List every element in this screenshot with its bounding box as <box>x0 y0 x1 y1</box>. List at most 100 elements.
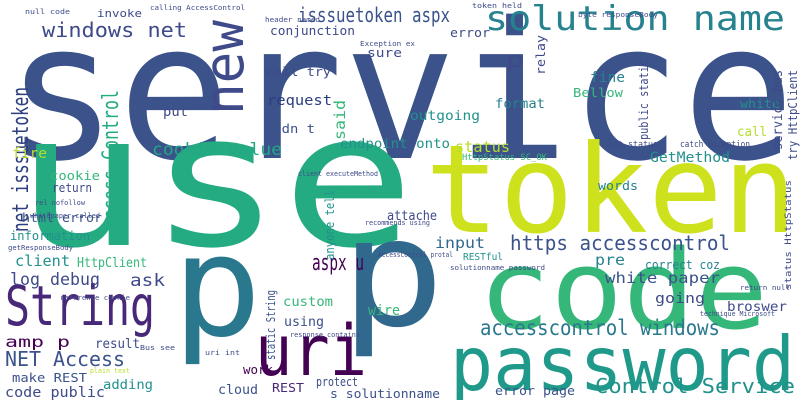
word: cookie value <box>152 140 282 160</box>
word: service <box>5 0 795 203</box>
word: REST <box>272 381 304 395</box>
word: service bus <box>771 70 786 150</box>
word: byte responseBody <box>578 11 658 19</box>
word: white paper <box>605 269 720 287</box>
word: getResponseBody <box>8 244 73 252</box>
word: RESTful <box>463 252 503 263</box>
word: html error <box>22 211 102 225</box>
word: cookie <box>50 169 100 183</box>
word: p <box>340 187 445 361</box>
word: password <box>450 320 795 400</box>
word: error <box>450 26 490 40</box>
word: token held <box>472 2 522 10</box>
word: uri int <box>205 349 240 357</box>
word: going <box>655 291 705 307</box>
word: call try <box>266 65 331 79</box>
word: code <box>478 226 768 354</box>
word: fire <box>12 146 47 162</box>
word: fine <box>590 70 625 86</box>
word: conjunction <box>270 24 355 38</box>
word: AccessControl protal <box>378 251 453 259</box>
word: status <box>455 138 510 156</box>
word: Control Service <box>595 374 795 398</box>
word: technique Microsoft <box>700 310 775 318</box>
word: put <box>163 105 188 120</box>
word: try HttpClient <box>786 70 800 160</box>
word: aspx u <box>312 251 364 276</box>
word: make REST <box>12 371 87 385</box>
word: custom <box>283 295 333 310</box>
word: accesscontrol windows <box>480 316 720 340</box>
word: code public <box>5 385 105 400</box>
word: return null <box>740 284 790 292</box>
word: said <box>331 100 349 140</box>
word: endpoint onto <box>340 137 450 152</box>
word: public static <box>637 60 651 140</box>
word: calling AccessControl <box>150 4 245 12</box>
word: pre <box>595 251 625 269</box>
word: reference cookie <box>60 294 130 302</box>
word: uri <box>255 310 367 392</box>
word: HttpClient <box>77 256 147 271</box>
word: result <box>95 337 140 352</box>
word: broswer <box>727 300 787 315</box>
word: invoke <box>97 7 142 20</box>
word: null code <box>25 8 70 16</box>
word: catch Exception <box>680 140 750 150</box>
word: https accesscontrol <box>510 231 730 255</box>
word: response contains <box>290 331 360 339</box>
word: s solutionname <box>330 387 440 400</box>
word: white <box>740 97 780 111</box>
word: input <box>435 234 485 252</box>
word: solutionname password <box>450 264 545 272</box>
word: Exception ex <box>360 40 415 48</box>
word: token <box>425 119 797 261</box>
word: wire <box>368 303 400 319</box>
word: amp p <box>5 333 70 351</box>
word: windows net <box>42 18 187 42</box>
word: words <box>598 179 638 193</box>
word: protect <box>316 375 358 389</box>
word: anyone tell <box>323 190 337 260</box>
word: cloud <box>218 383 258 398</box>
word: return <box>52 181 92 195</box>
word: solution name <box>485 0 785 39</box>
word: format <box>495 97 545 112</box>
word: HttpStatus SC_OK <box>462 153 548 163</box>
word: client executeMethod <box>298 170 378 178</box>
word: NET Access <box>5 347 125 371</box>
word: GetMethod <box>650 150 730 166</box>
word: work <box>243 363 274 377</box>
word: status HttpStatus <box>784 180 794 290</box>
word: p <box>172 206 262 369</box>
word: using <box>284 315 324 330</box>
word: sure <box>367 46 402 60</box>
word: ask <box>130 271 165 291</box>
word: p <box>505 48 525 73</box>
word: attache <box>387 209 437 224</box>
word: new <box>192 19 256 115</box>
word: header named <box>265 16 320 24</box>
word: String <box>5 274 155 338</box>
word: error page <box>495 384 575 398</box>
word: use <box>15 73 415 289</box>
word: adding <box>103 378 153 393</box>
word: recommends using <box>365 219 430 227</box>
word: Bellow <box>573 86 624 100</box>
word: log debug <box>10 270 100 290</box>
word: net isssuetoken <box>9 87 34 232</box>
word: static String <box>264 290 278 360</box>
word: int status <box>608 140 658 150</box>
word: outgoing <box>410 109 480 124</box>
word: client <box>15 252 70 270</box>
word: isssuetoken aspx <box>298 3 450 27</box>
word: request <box>267 93 332 109</box>
word: Bus see <box>140 344 175 352</box>
word: whitepaper called <box>30 212 100 220</box>
word: correct coz <box>645 258 720 272</box>
word: information <box>10 229 90 243</box>
word: call <box>737 125 767 140</box>
word: relay <box>534 35 548 75</box>
word: plain text <box>90 367 130 375</box>
